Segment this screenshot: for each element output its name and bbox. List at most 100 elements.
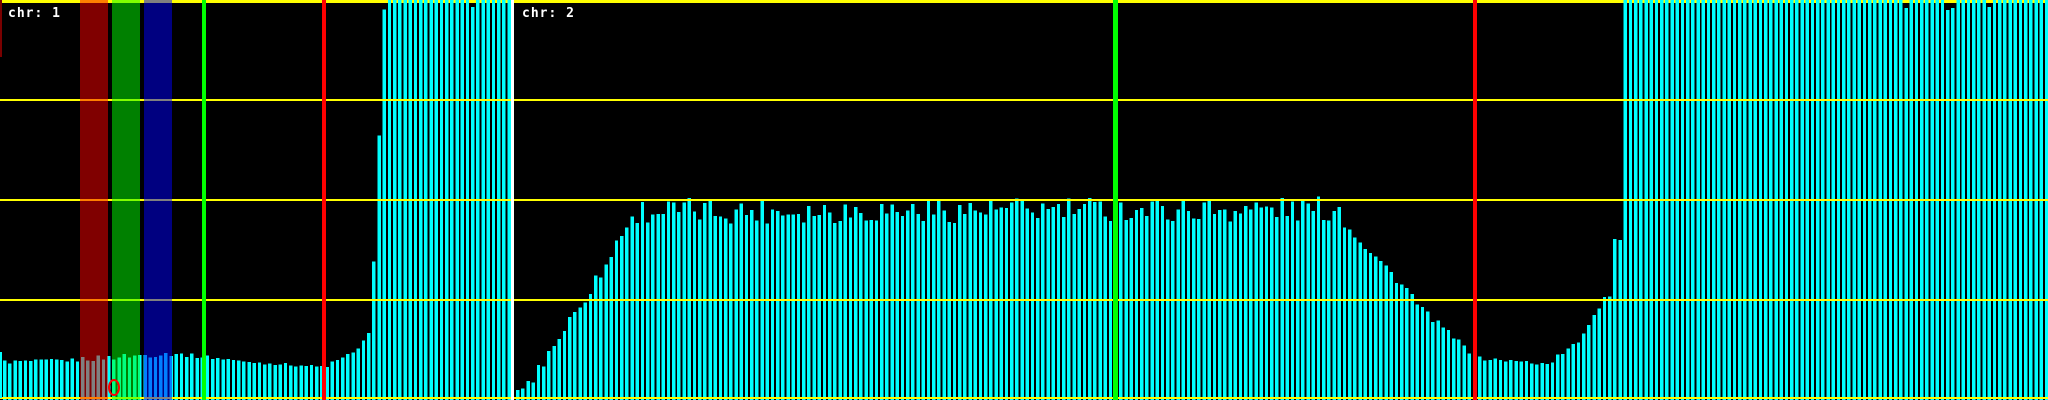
coverage-bar — [1374, 256, 1378, 400]
coverage-bar — [1618, 239, 1622, 400]
coverage-bar — [672, 202, 676, 400]
coverage-bar — [562, 331, 567, 400]
coverage-bar — [838, 220, 842, 400]
coverage-bar — [1332, 210, 1336, 400]
coverage-bar — [242, 361, 246, 400]
coverage-bar — [812, 216, 816, 400]
coverage-bar — [1452, 338, 1456, 400]
coverage-bar — [1140, 207, 1144, 400]
coverage-bar — [320, 366, 324, 400]
coverage-bar — [1337, 207, 1341, 400]
coverage-bar — [1041, 203, 1045, 400]
coverage-bar — [1311, 211, 1315, 400]
coverage-bar — [252, 363, 256, 400]
coverage-bar — [568, 317, 572, 400]
coverage-bar — [1519, 361, 1523, 400]
coverage-bar — [1426, 311, 1430, 400]
coverage-bar — [1420, 307, 1425, 400]
coverage-bar — [1946, 10, 1950, 400]
coverage-bar — [263, 364, 267, 400]
coverage-bar — [179, 353, 184, 400]
coverage-bar — [739, 203, 743, 400]
coverage-bar — [531, 382, 535, 400]
coverage-bar — [1228, 221, 1232, 400]
coverage-bar — [216, 358, 220, 400]
coverage-bar — [1514, 360, 1518, 400]
coverage-bar — [1145, 215, 1149, 400]
coverage-bar — [765, 223, 769, 400]
coverage-bar — [44, 359, 48, 400]
coverage-bar — [356, 348, 360, 400]
coverage-bar — [588, 294, 593, 400]
coverage-bar — [828, 212, 832, 400]
coverage-bar — [1524, 361, 1529, 400]
coverage-bar — [807, 206, 811, 400]
coverage-bar — [1389, 271, 1393, 400]
coverage-bar — [361, 340, 366, 400]
coverage-bar — [1405, 288, 1409, 400]
coverage-bar — [1904, 8, 1908, 400]
coverage-bar — [1285, 215, 1289, 400]
coverage-bar — [802, 222, 806, 400]
coverage-bar — [994, 209, 998, 400]
coverage-bar — [932, 214, 936, 400]
coverage-bar — [1441, 327, 1445, 400]
coverage-bar — [880, 204, 884, 400]
coverage-bar — [640, 202, 645, 400]
coverage-bar — [1504, 361, 1508, 400]
coverage-bar — [630, 216, 634, 400]
coverage-bar — [661, 214, 665, 400]
coverage-bar — [1296, 220, 1300, 400]
coverage-bar — [755, 220, 759, 400]
coverage-bar — [921, 220, 925, 400]
coverage-bar — [211, 359, 215, 400]
highlight-band-1 — [112, 0, 140, 400]
coverage-bar — [1498, 360, 1503, 400]
coverage-bar — [713, 215, 717, 400]
coverage-bar — [547, 351, 551, 400]
coverage-bar — [346, 354, 350, 400]
coverage-bar — [107, 355, 111, 400]
coverage-bar — [1238, 213, 1243, 400]
coverage-bar — [1394, 283, 1399, 400]
coverage-bar — [516, 389, 520, 400]
coverage-bar — [1457, 339, 1461, 400]
coverage-bar — [1134, 210, 1139, 400]
coverage-bar — [1556, 354, 1560, 400]
coverage-bar — [1467, 353, 1471, 400]
bottom-border — [0, 397, 2048, 399]
coverage-bar — [1602, 297, 1607, 400]
coverage-bar — [978, 212, 983, 400]
coverage-bar — [335, 360, 340, 400]
coverage-bar — [646, 222, 650, 400]
coverage-bar — [796, 214, 801, 400]
coverage-bar — [1264, 206, 1269, 400]
coverage-bar — [1275, 217, 1279, 400]
coverage-bar — [382, 9, 386, 400]
coverage-bar — [190, 353, 194, 400]
coverage-bar — [1202, 202, 1206, 400]
coverage-bar — [1951, 8, 1955, 400]
coverage-bar — [39, 359, 43, 400]
coverage-bar — [70, 358, 74, 400]
coverage-bar — [1322, 220, 1326, 400]
coverage-bar — [351, 352, 355, 400]
coverage-bar — [609, 256, 613, 400]
coverage-bar — [999, 207, 1003, 400]
coverage-bar — [817, 215, 821, 400]
coverage-bar — [963, 214, 967, 400]
coverage-bar — [822, 204, 827, 400]
coverage-bar — [1030, 212, 1035, 400]
coverage-bar — [1233, 211, 1237, 400]
gridline-2 — [0, 299, 2048, 301]
coverage-bar — [869, 220, 873, 400]
chr1-label: chr: 1 — [8, 6, 61, 21]
coverage-bar — [859, 213, 863, 400]
coverage-bar — [367, 332, 371, 400]
coverage-bar — [330, 361, 334, 400]
highlight-band-2 — [144, 0, 172, 400]
coverage-bar — [911, 203, 915, 400]
coverage-bar — [18, 361, 22, 400]
coverage-bar — [1478, 356, 1482, 400]
coverage-bar — [1103, 216, 1107, 400]
